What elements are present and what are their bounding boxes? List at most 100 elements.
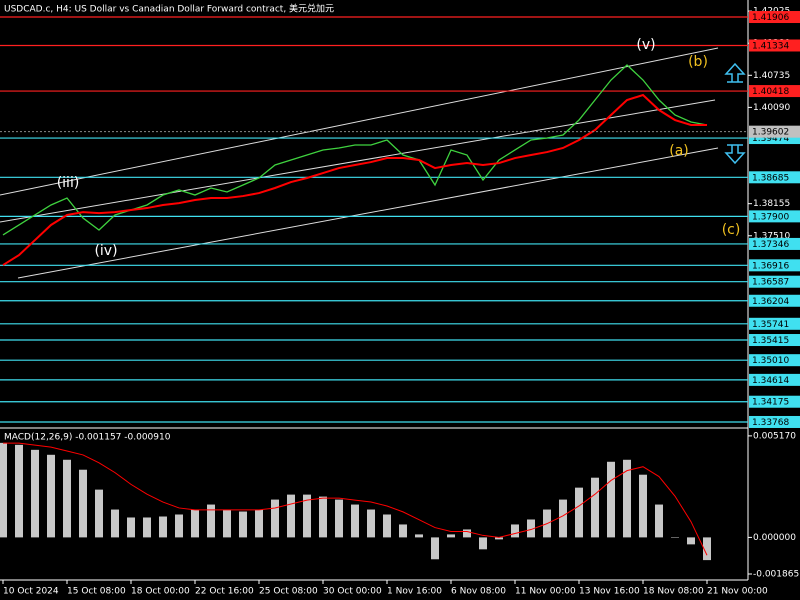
x-tick-label: 13 Nov 16:00 <box>579 587 640 597</box>
level-label-box <box>749 373 800 386</box>
level-label: 1.35010 <box>752 356 789 366</box>
macd-bar <box>463 529 471 538</box>
macd-bar <box>127 517 135 538</box>
level-label-box <box>749 334 800 347</box>
x-tick-label: 25 Oct 08:00 <box>259 587 318 597</box>
up-arrow-icon <box>724 62 746 83</box>
level-label: 1.36916 <box>752 261 789 271</box>
macd-bar <box>591 477 599 538</box>
level-label: 1.35741 <box>752 320 789 330</box>
y-tick-label: 0.005170 <box>753 431 796 441</box>
channel-line <box>17 147 719 279</box>
x-tick-label: 6 Nov 08:00 <box>451 587 506 597</box>
macd-bar <box>239 511 247 538</box>
level-label-box <box>749 354 800 367</box>
x-tick-label: 10 Oct 2024 <box>3 587 59 597</box>
x-tick-label: 1 Nov 16:00 <box>387 587 442 597</box>
macd-bar <box>271 499 279 538</box>
last-price-label: 1.39602 <box>752 128 789 138</box>
last-price-box <box>749 125 800 138</box>
macd-bar <box>495 537 503 540</box>
macd-bar <box>303 494 311 538</box>
macd-bar <box>223 509 231 538</box>
x-tick-label: 15 Oct 08:00 <box>67 587 126 597</box>
macd-bar <box>191 509 199 538</box>
macd-bar <box>31 449 39 538</box>
chart-title: USDCAD.c, H4: US Dollar vs Canadian Doll… <box>4 3 334 15</box>
x-tick-label: 22 Oct 16:00 <box>195 587 254 597</box>
macd-bar <box>655 504 663 538</box>
macd-bar <box>639 474 647 538</box>
macd-bar <box>351 504 359 538</box>
macd-bar <box>399 524 407 538</box>
y-tick-label: -0.001865 <box>753 570 799 580</box>
macd-bar <box>623 459 631 538</box>
level-label: 1.37900 <box>752 212 789 222</box>
macd-bar <box>687 537 695 545</box>
macd-bar <box>143 517 151 538</box>
level-label: 1.38685 <box>752 173 789 183</box>
level-label-box <box>749 171 800 184</box>
macd-bar <box>175 514 183 538</box>
y-tick-label: 1.40735 <box>753 71 790 81</box>
macd-bar <box>319 496 327 538</box>
wave-label: (iv) <box>94 243 117 259</box>
level-label-box <box>749 210 800 223</box>
wave-label: (iii) <box>57 175 80 191</box>
wave-label: (b) <box>688 54 708 70</box>
level-label: 1.37346 <box>752 240 789 250</box>
macd-bar <box>255 509 263 538</box>
x-tick-label: 21 Nov 00:00 <box>707 587 768 597</box>
level-label-box <box>749 395 800 408</box>
level-label-box <box>749 237 800 250</box>
macd-bar <box>287 494 295 538</box>
level-label: 1.34614 <box>752 376 789 386</box>
wave-label: (a) <box>669 143 689 159</box>
macd-bar <box>431 537 439 560</box>
level-label-box <box>749 39 800 52</box>
y-tick-label: 1.40090 <box>753 103 790 113</box>
macd-bar <box>79 469 87 538</box>
macd-bar <box>559 499 567 538</box>
level-label: 1.33768 <box>752 418 789 428</box>
macd-title: MACD(12,26,9) -0.001157 -0.000910 <box>4 433 171 443</box>
macd-bar <box>383 514 391 538</box>
x-tick-label: 18 Nov 08:00 <box>643 587 704 597</box>
channel-line <box>0 47 719 196</box>
x-tick-label: 30 Oct 00:00 <box>323 587 382 597</box>
macd-bar <box>95 489 103 538</box>
macd-bar <box>447 534 455 538</box>
macd-bar <box>159 516 167 538</box>
x-tick-label: 18 Oct 00:00 <box>131 587 190 597</box>
x-tick-label: 11 Nov 00:00 <box>515 587 576 597</box>
macd-bar <box>703 537 711 561</box>
macd-bar <box>415 534 423 538</box>
macd-bar <box>479 537 487 550</box>
macd-bar <box>527 519 535 538</box>
macd-bar <box>607 461 615 538</box>
y-tick-label: 1.38155 <box>753 199 790 209</box>
signal-line <box>3 442 708 556</box>
level-label-box <box>749 317 800 330</box>
level-label: 1.35415 <box>752 336 789 346</box>
macd-bar <box>511 524 519 538</box>
level-label: 1.41334 <box>752 41 789 51</box>
macd-bar <box>15 444 23 538</box>
price-line <box>2 64 708 236</box>
level-label: 1.36587 <box>752 278 789 288</box>
level-label: 1.41906 <box>752 13 789 23</box>
macd-bar <box>63 459 71 538</box>
level-label: 1.39474 <box>752 134 789 144</box>
price-line <box>2 93 707 266</box>
macd-bar <box>671 537 679 538</box>
macd-bar <box>0 442 7 538</box>
macd-bar <box>207 504 215 538</box>
wave-label: (c) <box>722 222 741 238</box>
macd-bar <box>367 509 375 538</box>
level-label-box <box>749 294 800 307</box>
down-arrow-icon <box>724 144 746 165</box>
macd-bar <box>575 487 583 538</box>
